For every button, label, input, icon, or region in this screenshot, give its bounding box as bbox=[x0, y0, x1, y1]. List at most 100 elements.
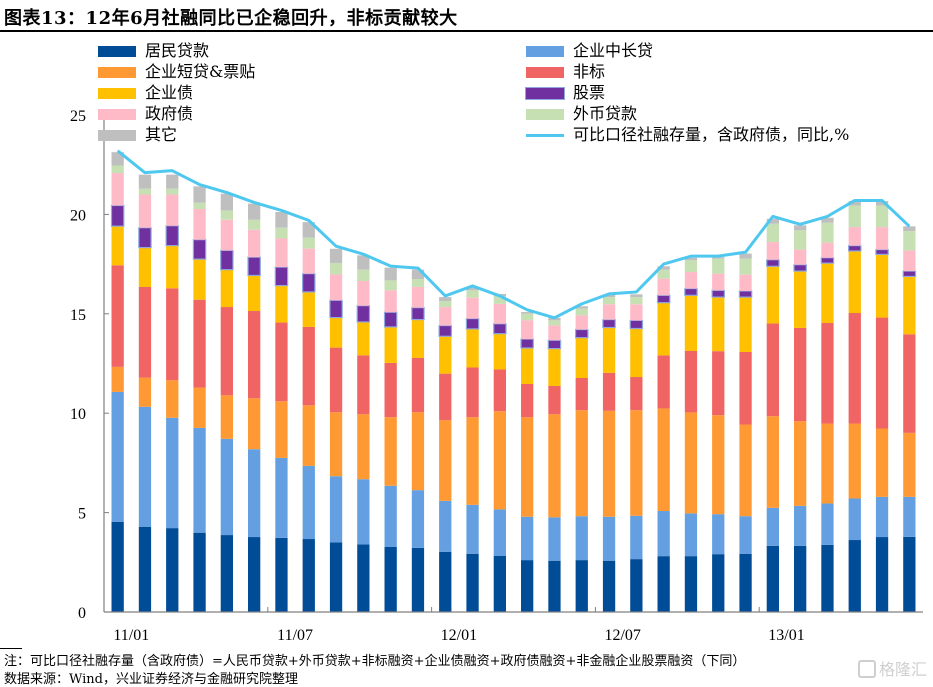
bar-segment bbox=[876, 205, 888, 227]
legend-label: 企业中长贷 bbox=[573, 41, 653, 61]
bar-segment bbox=[658, 511, 670, 556]
bar-segment bbox=[357, 479, 369, 544]
bar-segment bbox=[548, 561, 560, 612]
bar-segment bbox=[576, 338, 588, 378]
bar-segment bbox=[385, 268, 397, 281]
bar-segment bbox=[576, 560, 588, 612]
bar-stack bbox=[385, 268, 397, 612]
bar-segment bbox=[303, 327, 315, 405]
bar-segment bbox=[466, 329, 478, 368]
y-tick-label: 10 bbox=[70, 406, 86, 423]
bar-segment bbox=[494, 304, 506, 324]
bar-segment bbox=[903, 231, 915, 250]
bar-segment bbox=[112, 166, 124, 174]
bar-segment bbox=[794, 230, 806, 249]
bar-segment bbox=[357, 306, 369, 322]
bar-segment bbox=[439, 501, 451, 552]
bar-stack bbox=[139, 175, 151, 612]
bar-segment bbox=[330, 348, 342, 413]
bar-segment bbox=[385, 486, 397, 547]
bar-stack bbox=[521, 312, 533, 612]
legend-swatch bbox=[526, 46, 564, 57]
x-tick-label: 11/07 bbox=[277, 627, 313, 644]
bar-segment bbox=[548, 386, 560, 414]
bar-stack bbox=[357, 255, 369, 612]
bar-segment bbox=[767, 260, 779, 267]
bar-segment bbox=[521, 314, 533, 321]
bar-segment bbox=[630, 297, 642, 304]
bar-segment bbox=[193, 186, 205, 202]
bar-segment bbox=[193, 240, 205, 259]
bar-segment bbox=[821, 424, 833, 504]
bar-segment bbox=[767, 546, 779, 612]
bar-layer bbox=[112, 152, 916, 612]
bar-stack bbox=[821, 218, 833, 612]
bar-segment bbox=[821, 323, 833, 424]
bar-segment bbox=[821, 545, 833, 612]
bar-segment bbox=[548, 517, 560, 560]
bar-segment bbox=[548, 340, 560, 348]
bar-segment bbox=[603, 411, 615, 517]
bar-segment bbox=[712, 554, 724, 612]
bar-segment bbox=[112, 522, 124, 612]
bar-segment bbox=[112, 205, 124, 226]
bar-segment bbox=[849, 424, 861, 499]
bar-segment bbox=[576, 330, 588, 338]
bar-segment bbox=[739, 352, 751, 425]
footnote-divider bbox=[0, 648, 22, 649]
bar-segment bbox=[521, 517, 533, 560]
bar-segment bbox=[903, 334, 915, 433]
bar-segment bbox=[248, 537, 260, 612]
bar-segment bbox=[112, 392, 124, 522]
bar-segment bbox=[849, 540, 861, 612]
bar-segment bbox=[439, 301, 451, 307]
legend-line-swatch bbox=[526, 134, 564, 137]
bar-segment bbox=[357, 414, 369, 479]
bar-segment bbox=[439, 374, 451, 421]
bar-stack bbox=[275, 212, 287, 612]
bar-segment bbox=[821, 223, 833, 243]
bar-segment bbox=[439, 420, 451, 501]
bar-segment bbox=[139, 527, 151, 612]
x-tick-label: 12/07 bbox=[604, 627, 640, 644]
bar-segment bbox=[712, 290, 724, 297]
bar-stack bbox=[685, 258, 697, 612]
bar-segment bbox=[248, 230, 260, 257]
bar-segment bbox=[794, 271, 806, 328]
bar-segment bbox=[412, 490, 424, 548]
bar-segment bbox=[330, 300, 342, 317]
bar-segment bbox=[794, 506, 806, 546]
bar-segment bbox=[412, 412, 424, 490]
bar-segment bbox=[494, 411, 506, 509]
bar-segment bbox=[139, 407, 151, 527]
bar-stack bbox=[794, 225, 806, 612]
y-tick-label: 15 bbox=[70, 307, 86, 324]
bar-segment bbox=[385, 417, 397, 486]
bar-segment bbox=[876, 227, 888, 249]
bar-segment bbox=[876, 429, 888, 497]
bar-segment bbox=[193, 428, 205, 533]
bar-stack bbox=[112, 152, 124, 612]
bar-segment bbox=[794, 328, 806, 421]
bar-segment bbox=[876, 537, 888, 612]
bar-segment bbox=[876, 254, 888, 317]
bar-segment bbox=[685, 351, 697, 412]
legend-label: 企业债 bbox=[145, 83, 193, 103]
bar-segment bbox=[330, 542, 342, 612]
bar-segment bbox=[112, 226, 124, 265]
bar-segment bbox=[357, 270, 369, 281]
bar-segment bbox=[357, 322, 369, 355]
bar-segment bbox=[548, 349, 560, 386]
bar-segment bbox=[712, 514, 724, 554]
bar-segment bbox=[685, 556, 697, 612]
bar-segment bbox=[412, 548, 424, 612]
bar-stack bbox=[303, 222, 315, 612]
watermark-text: 格隆汇 bbox=[879, 660, 927, 679]
bar-segment bbox=[712, 259, 724, 274]
bar-segment bbox=[166, 175, 178, 189]
bar-stack bbox=[576, 306, 588, 612]
bar-segment bbox=[603, 517, 615, 561]
legend-label: 非标 bbox=[573, 62, 605, 82]
bar-segment bbox=[821, 258, 833, 263]
bar-segment bbox=[849, 205, 861, 227]
